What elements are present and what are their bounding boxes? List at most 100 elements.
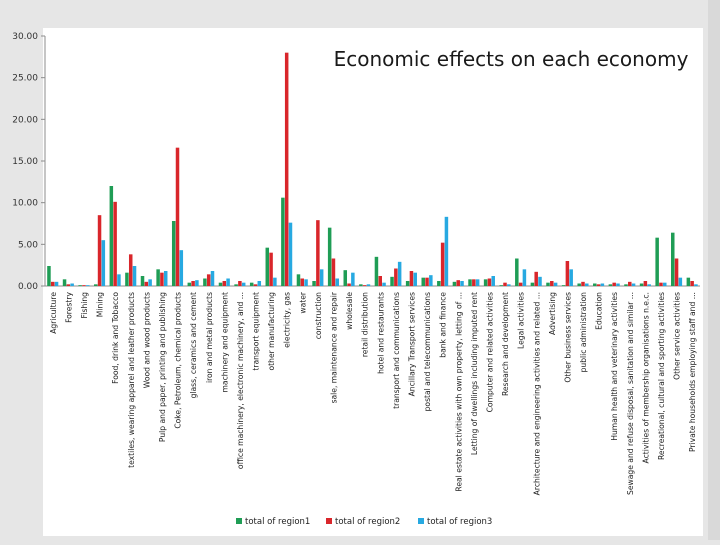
bar [382, 282, 386, 286]
bar [522, 269, 527, 286]
chart-title: Economic effects on each economy [334, 47, 689, 71]
x-tick-label: iron and metal products [205, 292, 214, 383]
bar [421, 277, 425, 286]
x-tick-label: transport equipment [252, 292, 261, 371]
x-tick-label: Food, drink and Tobacco [111, 292, 120, 384]
bar [206, 274, 211, 286]
x-tick-label: hotel and restaurants [376, 292, 385, 374]
x-tick-label: sale, maintenance and repair [330, 291, 339, 403]
bar [132, 266, 137, 286]
x-tick-label: bank and finance [439, 292, 448, 358]
x-tick-label: Education [595, 292, 604, 330]
bar [452, 281, 457, 286]
bar [195, 280, 199, 286]
bar [284, 52, 289, 286]
x-tick-label: Agriculture [49, 292, 58, 334]
bar [265, 247, 270, 286]
bar [487, 278, 492, 286]
x-tick-label: Research and development [501, 292, 510, 396]
bar [171, 221, 176, 286]
bar [565, 261, 570, 286]
bar [97, 215, 102, 286]
x-tick-label: Pulp and paper, printing and publishing [158, 292, 167, 442]
bar [335, 278, 340, 286]
bar [444, 216, 449, 286]
legend-swatch [418, 518, 424, 524]
bar [281, 197, 285, 286]
bar [690, 281, 694, 286]
bar [359, 284, 363, 286]
x-tick-label: textiles, wearing apparel and leather pr… [127, 292, 136, 468]
bar [241, 282, 246, 286]
x-tick-label: glass, ceramics and cement [189, 292, 198, 398]
bar [273, 277, 277, 286]
bar [608, 284, 613, 286]
bar [596, 284, 601, 286]
title-backdrop [322, 42, 700, 76]
bar [249, 282, 254, 286]
bar-series-3 [54, 216, 698, 286]
bar [503, 282, 507, 286]
legend: total of region1 total of region2 total of… [236, 517, 492, 527]
bar [148, 279, 152, 286]
legend-label: total of region1 [245, 517, 310, 527]
bar [312, 281, 316, 286]
bar [288, 222, 293, 286]
x-tick-label: machinery and equipment [220, 292, 229, 392]
x-tick-label: Human health and veterinary activities [610, 292, 619, 441]
x-tick-label: Activities of membership organisations n… [641, 292, 650, 463]
bar [78, 285, 82, 286]
x-tick-label: other manufacturing [267, 292, 276, 371]
y-tick-label: 10.00 [12, 199, 38, 209]
bar [475, 279, 480, 286]
x-tick-label: Other service activities [673, 292, 682, 380]
bar [499, 285, 503, 286]
bar [643, 281, 648, 286]
y-axis-ticks: 0.00 5.00 10.00 15.00 20.00 25.00 30.00 [12, 32, 45, 292]
bar [546, 282, 550, 286]
x-tick-label: Architecture and engineering activities … [532, 292, 541, 495]
bar [93, 284, 98, 286]
x-tick-label: Sewage and refuse disposal, sanitation a… [626, 292, 635, 495]
bar [203, 278, 207, 286]
bar [316, 220, 320, 286]
bar [518, 282, 523, 286]
bar [101, 240, 106, 286]
bar [222, 281, 227, 286]
bar [366, 284, 371, 286]
bar [82, 285, 86, 286]
y-tick-label: 30.00 [12, 32, 38, 42]
bar [163, 271, 168, 286]
x-tick-label: Ancillary Transport services [407, 292, 416, 396]
bar [585, 283, 589, 286]
bar [553, 282, 558, 286]
bar-series-2 [51, 52, 694, 286]
bar [125, 272, 129, 286]
x-axis-tick-labels: Agriculture Forestry Fishing Mining Food, dr… [49, 291, 697, 495]
legend-swatch [326, 518, 332, 524]
bar [437, 281, 441, 286]
bar [612, 282, 616, 286]
x-tick-label: Wood and wood products [142, 292, 151, 388]
bar [70, 283, 74, 286]
bar [62, 279, 67, 286]
x-tick-label: retail distribution [361, 292, 370, 357]
bar [66, 284, 71, 286]
x-tick-label: public administration [579, 292, 588, 373]
bar [234, 284, 238, 286]
plot-area [43, 28, 703, 536]
bar [429, 275, 433, 286]
bar [156, 269, 160, 286]
bar [600, 283, 605, 286]
bar [175, 147, 180, 286]
bar [631, 283, 636, 286]
bar [374, 256, 379, 286]
x-tick-label: water [298, 291, 307, 314]
bar [628, 281, 632, 286]
bar [113, 201, 117, 286]
bar [472, 279, 476, 286]
x-tick-label: office machinery, electronic machinery, … [236, 292, 245, 469]
x-tick-label: Computer and related activities [485, 292, 494, 412]
bar [226, 278, 230, 286]
bar [327, 227, 332, 286]
